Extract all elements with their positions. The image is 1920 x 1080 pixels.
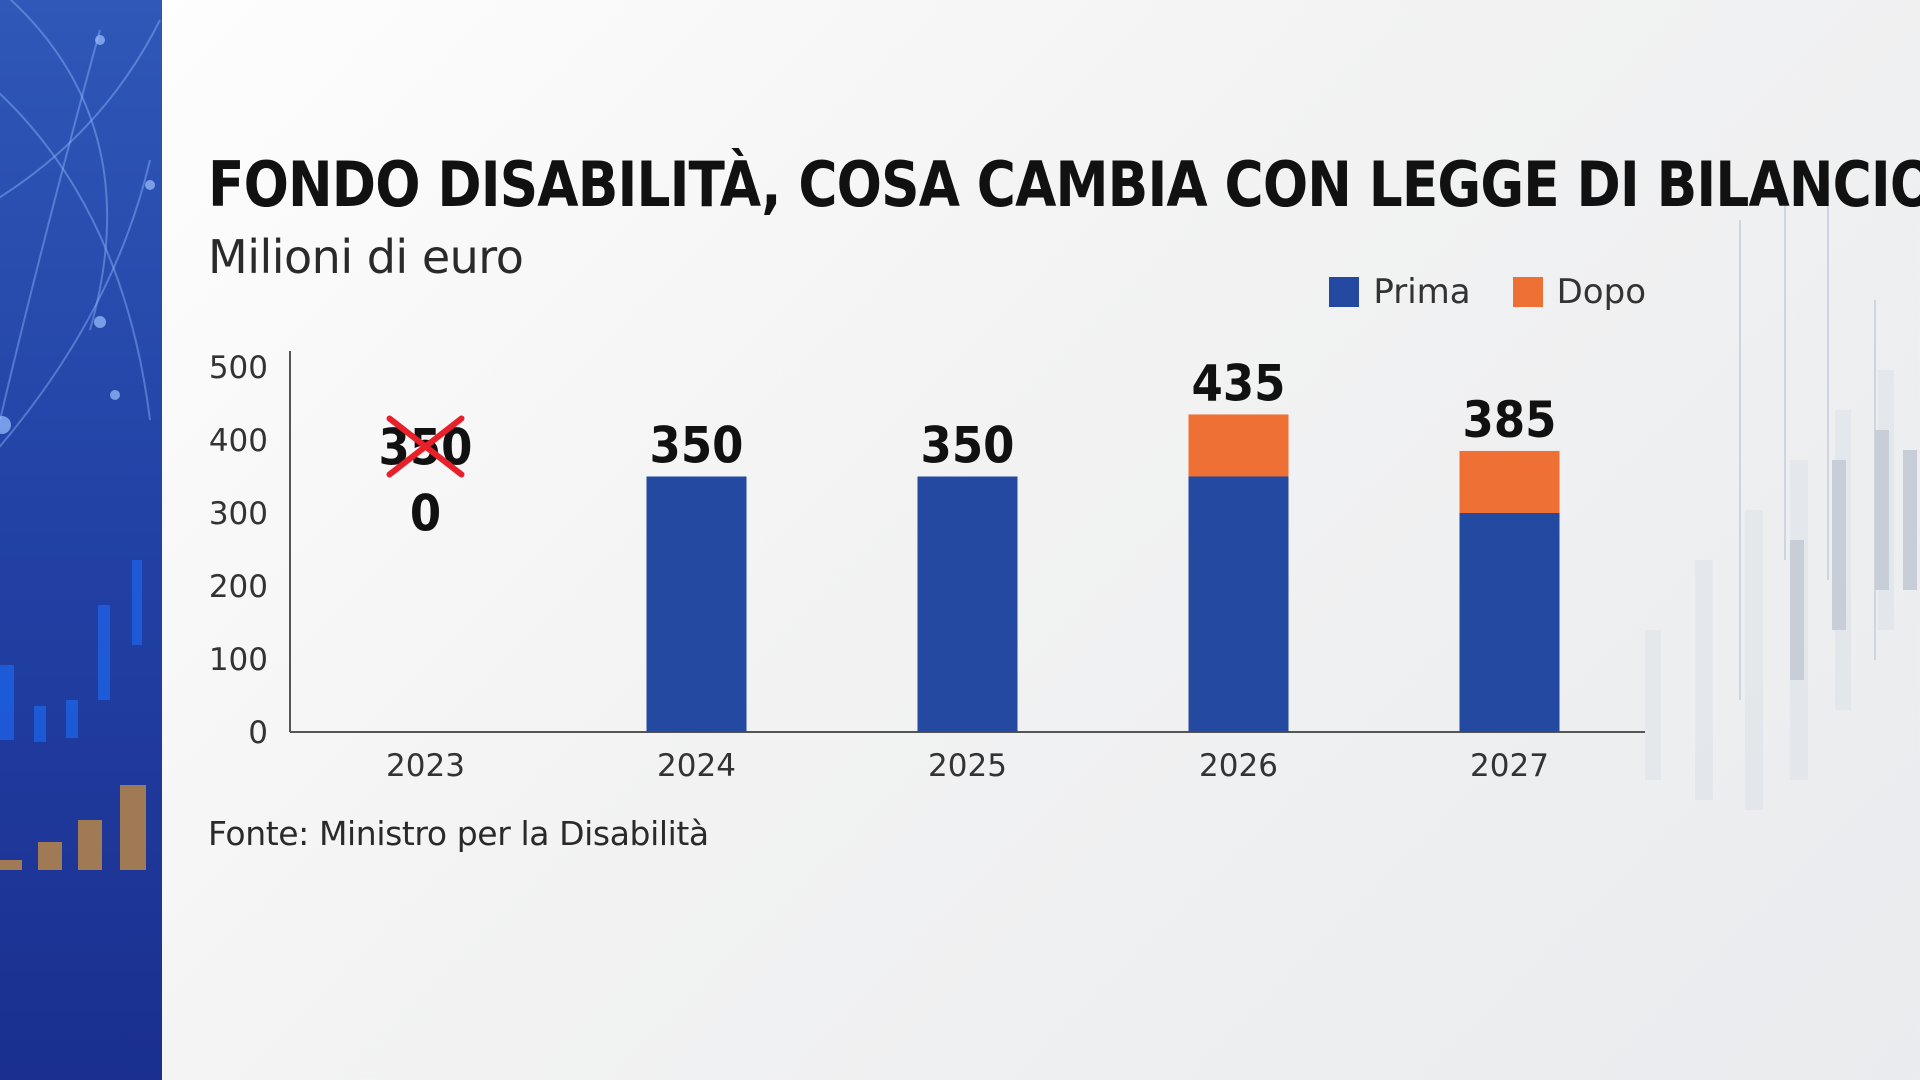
data-label: 385	[1463, 391, 1557, 449]
source-note: Fonte: Ministro per la Disabilità	[208, 814, 709, 853]
strike-mark-b	[386, 415, 465, 478]
bar-dopo-2027	[1459, 450, 1560, 513]
legend-label-dopo: Dopo	[1556, 272, 1646, 312]
legend-label-prima: Prima	[1373, 272, 1471, 312]
bar-dopo-2026	[1188, 414, 1289, 477]
x-tick-label: 2025	[928, 748, 1007, 784]
data-label: 350	[650, 417, 744, 475]
bar-prima-2025	[917, 476, 1018, 732]
chart-subtitle: Milioni di euro	[208, 230, 524, 284]
data-label: 0	[410, 485, 441, 543]
legend-item-dopo: Dopo	[1512, 272, 1646, 312]
y-tick-label: 400	[209, 423, 268, 459]
candlestick-decoration	[1645, 180, 1917, 810]
y-tick-label: 0	[248, 715, 268, 751]
network-decoration	[0, 0, 161, 870]
legend-swatch-dopo	[1512, 277, 1543, 307]
legend: Prima Dopo	[1287, 272, 1646, 312]
y-tick-label: 300	[209, 496, 268, 532]
x-tick-label: 2023	[386, 748, 465, 784]
x-tick-label: 2024	[657, 748, 736, 784]
data-label: 350	[921, 417, 1015, 475]
y-tick-label: 500	[209, 350, 268, 386]
y-tick-label: 100	[209, 642, 268, 678]
bar-prima-2027	[1459, 513, 1560, 732]
bar-prima-2026	[1188, 476, 1289, 732]
legend-item-prima: Prima	[1329, 272, 1471, 312]
y-tick-label: 200	[209, 569, 268, 605]
data-label: 435	[1192, 354, 1286, 412]
bar-prima-2024	[646, 476, 747, 732]
legend-swatch-prima	[1329, 277, 1360, 307]
side-decorative-panel	[0, 0, 162, 1080]
chart-title: FONDO DISABILITÀ, COSA CAMBIA CON LEGGE …	[208, 148, 1920, 221]
x-tick-label: 2027	[1470, 748, 1549, 784]
x-tick-label: 2026	[1199, 748, 1278, 784]
